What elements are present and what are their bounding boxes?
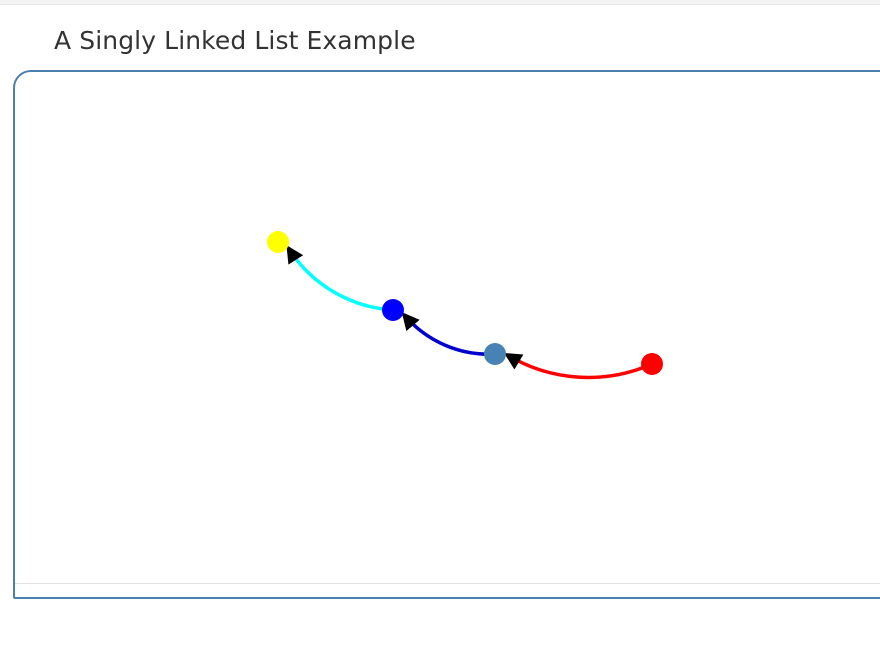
diagram-panel [13,70,880,599]
nodes-layer [267,231,663,375]
list-node-n1[interactable] [267,231,289,253]
list-node-n3[interactable] [484,343,506,365]
list-node-n4[interactable] [641,353,663,375]
links-layer [286,245,653,380]
list-node-n2[interactable] [382,299,404,321]
link-edge-n2-n1 [286,245,394,312]
page-title: A Singly Linked List Example [54,26,416,55]
link-edge-n3-n2 [401,312,496,356]
panel-footer-divider [15,583,880,584]
link-edge-n4-n3 [503,352,653,380]
top-border [0,0,880,5]
